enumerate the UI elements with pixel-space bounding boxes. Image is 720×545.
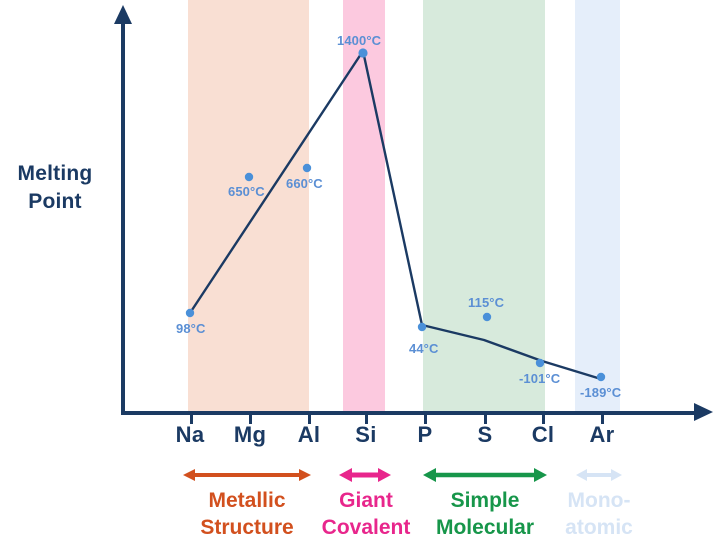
double-arrow-icon bbox=[339, 468, 391, 482]
band-mono-atomic bbox=[575, 0, 620, 413]
double-arrow-icon bbox=[183, 469, 311, 481]
y-axis-title: Melting Point bbox=[0, 160, 110, 215]
legend-simple-line1: Simple bbox=[450, 489, 520, 512]
x-label-na: Na bbox=[175, 422, 205, 447]
value-label-na: 98°C bbox=[176, 321, 206, 336]
y-axis-arrow-icon bbox=[114, 5, 132, 24]
legend-mono-line1: Mono- bbox=[567, 489, 631, 512]
x-label-ar: Ar bbox=[589, 422, 615, 447]
x-axis-line bbox=[121, 411, 700, 415]
x-tick-al bbox=[308, 413, 311, 424]
x-tick-mg bbox=[249, 413, 252, 424]
value-label-si: 1400°C bbox=[337, 33, 382, 48]
legend-arrow-simple-molecular bbox=[423, 467, 547, 483]
legend-metallic-line2: Structure bbox=[200, 515, 294, 539]
legend-arrow-metallic bbox=[183, 467, 311, 483]
legend-arrow-mono-atomic bbox=[576, 467, 622, 483]
value-label-cl: -101°C bbox=[519, 371, 561, 386]
x-tick-na bbox=[190, 413, 193, 424]
y-axis-title-line1: Melting bbox=[17, 162, 93, 185]
x-label-s: S bbox=[477, 422, 493, 447]
x-tick-si bbox=[365, 413, 368, 424]
legend-item-metallic: Metallic Structure bbox=[181, 488, 313, 542]
x-tick-p bbox=[424, 413, 427, 424]
band-giant-covalent bbox=[343, 0, 385, 413]
x-tick-ar bbox=[601, 413, 604, 424]
y-axis-title-line2: Point bbox=[28, 189, 82, 213]
value-label-s: 115°C bbox=[468, 295, 505, 310]
double-arrow-icon bbox=[423, 468, 547, 482]
legend-item-simple-molecular: Simple Molecular bbox=[419, 488, 551, 542]
x-axis-arrow-icon bbox=[694, 403, 713, 421]
double-arrow-icon bbox=[576, 469, 622, 481]
legend-mono-line2: atomic bbox=[565, 515, 633, 539]
legend-metallic-line1: Metallic bbox=[208, 489, 286, 512]
x-label-cl: Cl bbox=[531, 422, 555, 447]
legend-giant-line2: Covalent bbox=[321, 515, 411, 539]
value-label-mg: 650°C bbox=[228, 184, 265, 199]
x-label-p: P bbox=[417, 422, 433, 447]
legend-simple-line2: Molecular bbox=[435, 515, 535, 539]
legend-giant-line1: Giant bbox=[339, 489, 393, 512]
value-label-p: 44°C bbox=[409, 341, 439, 356]
legend-arrow-giant-covalent bbox=[339, 467, 391, 483]
band-simple-molecular bbox=[423, 0, 545, 413]
x-tick-s bbox=[484, 413, 487, 424]
y-axis-line bbox=[121, 22, 125, 415]
band-metallic-structure bbox=[188, 0, 309, 413]
value-label-al: 660°C bbox=[286, 176, 323, 191]
x-tick-cl bbox=[542, 413, 545, 424]
x-label-al: Al bbox=[297, 422, 321, 447]
x-label-si: Si bbox=[355, 422, 377, 447]
legend-item-mono-atomic: Mono- atomic bbox=[556, 488, 642, 542]
legend-item-giant-covalent: Giant Covalent bbox=[320, 488, 412, 542]
x-label-mg: Mg bbox=[233, 422, 267, 447]
value-label-ar: -189°C bbox=[580, 385, 622, 400]
